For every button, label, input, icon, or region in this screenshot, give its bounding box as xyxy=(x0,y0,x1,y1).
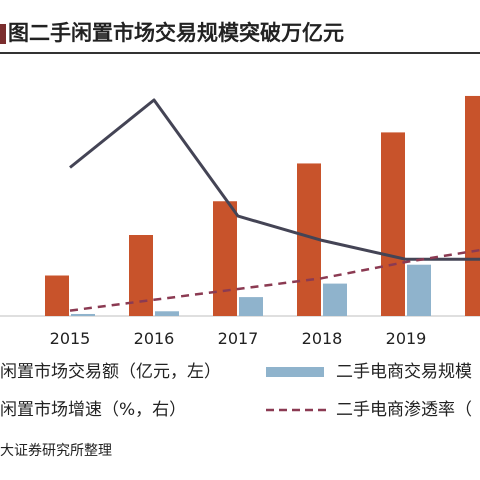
legend-label-penetration-rate: 二手电商渗透率（ xyxy=(336,400,472,420)
bar-transaction-volume-2016 xyxy=(129,235,153,316)
bar-ecommerce-scale-2018 xyxy=(323,283,347,316)
legend-label-growth-rate: 闲置市场增速（%，右） xyxy=(0,400,187,420)
bar-transaction-volume-2019 xyxy=(381,132,405,316)
legend-swatch-penetration-rate xyxy=(266,408,328,412)
chart-title: 图二手闲置市场交易规模突破万亿元 xyxy=(0,18,480,48)
legend-row-2: 闲置市场增速（%，右） 二手电商渗透率（ xyxy=(0,396,480,424)
x-tick-label-2015: 2015 xyxy=(50,329,91,348)
title-divider xyxy=(0,52,480,54)
legend-label-ecommerce-scale: 二手电商交易规模 xyxy=(336,362,472,382)
bar-ecommerce-scale-2016 xyxy=(155,311,179,316)
title-marker xyxy=(0,24,6,44)
x-tick-label-2017: 2017 xyxy=(218,329,259,348)
bar-transaction-volume-2015 xyxy=(45,275,69,316)
legend-swatch-ecommerce-scale xyxy=(266,367,324,377)
x-tick-label-2019: 2019 xyxy=(386,329,427,348)
bar-ecommerce-scale-2017 xyxy=(239,297,263,316)
bar-transaction-volume-2017 xyxy=(213,201,237,316)
bar-transaction-volume-2020 xyxy=(465,95,480,316)
bar-ecommerce-scale-2019 xyxy=(407,264,431,316)
source-note: 大证券研究所整理 xyxy=(0,443,112,459)
chart-title-text: 图二手闲置市场交易规模突破万亿元 xyxy=(8,21,344,45)
bar-ecommerce-scale-2015 xyxy=(71,313,95,316)
x-tick-label-2016: 2016 xyxy=(134,329,175,348)
legend-label-transaction-volume: 闲置市场交易额（亿元，左） xyxy=(0,362,221,382)
legend-row-1: 闲置市场交易额（亿元，左） 二手电商交易规模 xyxy=(0,358,480,386)
x-tick-label-2018: 2018 xyxy=(302,329,343,348)
line-penetration-rate xyxy=(69,248,480,312)
